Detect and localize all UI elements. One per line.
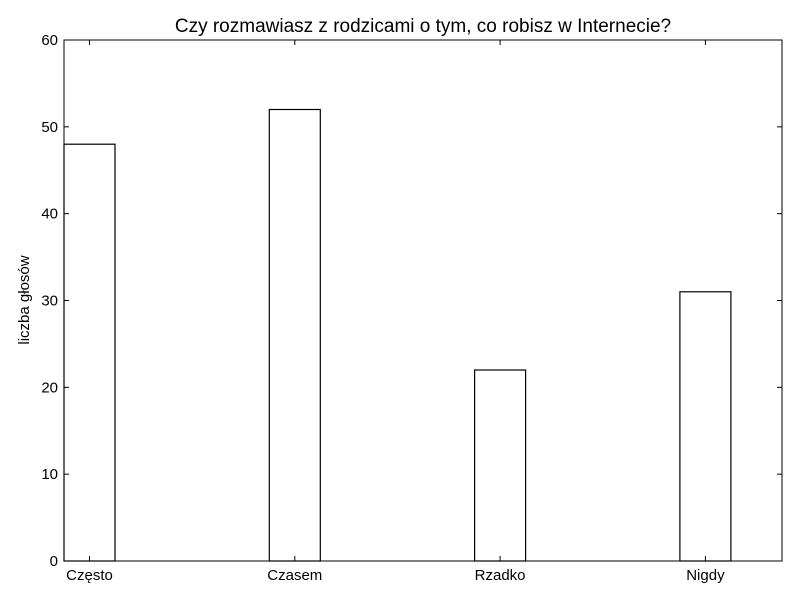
x-tick-label-1: Czasem [267, 567, 322, 584]
y-tick-label-5: 50 [41, 119, 58, 136]
bar-1 [268, 108, 321, 562]
x-tick-label-2: Rzadko [475, 567, 526, 584]
x-tick-label-0: Często [66, 567, 113, 584]
chart-title: Czy rozmawiasz z rodzicami o tym, co rob… [175, 16, 671, 37]
y-tick-label-3: 30 [41, 293, 58, 310]
bar-3 [679, 291, 732, 562]
y-tick-label-2: 20 [41, 379, 58, 396]
y-tick-label-6: 60 [41, 32, 58, 49]
x-tick-label-3: Nigdy [686, 567, 725, 584]
plot-frame [63, 39, 783, 562]
bar-0 [63, 143, 116, 562]
y-tick-label-4: 40 [41, 206, 58, 223]
bar-2 [474, 369, 527, 562]
y-tick-label-0: 0 [50, 553, 58, 570]
ticks-group: Często Czasem Rzadko Nigdy 0 10 20 30 40 50 60 [41, 32, 782, 584]
y-tick-label-1: 10 [41, 466, 58, 483]
y-axis-label: liczba głosów [16, 255, 33, 344]
bars-group [63, 108, 732, 562]
